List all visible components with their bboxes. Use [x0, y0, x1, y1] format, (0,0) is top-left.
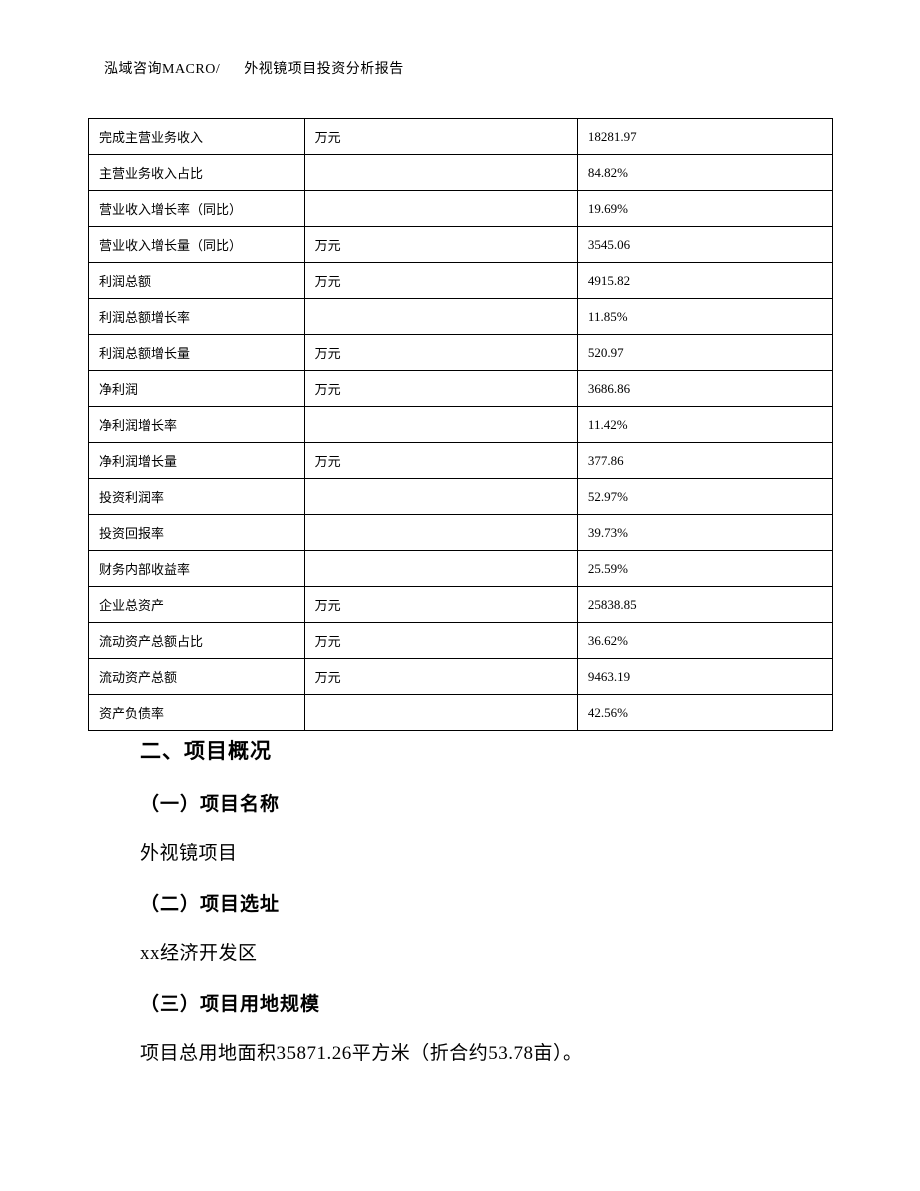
- header-macro: MACRO/: [162, 62, 220, 77]
- metric-unit: [304, 551, 577, 587]
- metric-label: 利润总额: [89, 263, 305, 299]
- metric-unit: 万元: [304, 119, 577, 155]
- metric-label: 财务内部收益率: [89, 551, 305, 587]
- table-row: 营业收入增长量（同比）万元3545.06: [89, 227, 833, 263]
- metric-unit: [304, 515, 577, 551]
- metric-unit: [304, 299, 577, 335]
- metric-unit: [304, 191, 577, 227]
- table-row: 主营业务收入占比 84.82%: [89, 155, 833, 191]
- table-row: 净利润万元3686.86: [89, 371, 833, 407]
- metric-unit: [304, 407, 577, 443]
- metric-label: 主营业务收入占比: [89, 155, 305, 191]
- metric-value: 18281.97: [577, 119, 832, 155]
- project-name-text: 外视镜项目: [140, 838, 780, 865]
- metric-unit: 万元: [304, 371, 577, 407]
- table-row: 营业收入增长率（同比） 19.69%: [89, 191, 833, 227]
- metric-unit: 万元: [304, 659, 577, 695]
- metric-label: 净利润: [89, 371, 305, 407]
- table-row: 企业总资产万元25838.85: [89, 587, 833, 623]
- project-land-text: 项目总用地面积35871.26平方米（折合约53.78亩）。: [140, 1038, 780, 1065]
- table-row: 流动资产总额占比万元36.62%: [89, 623, 833, 659]
- metric-value: 84.82%: [577, 155, 832, 191]
- table-row: 财务内部收益率 25.59%: [89, 551, 833, 587]
- metric-value: 42.56%: [577, 695, 832, 731]
- subsection-heading-land: （三）项目用地规模: [140, 989, 780, 1016]
- table-row: 投资回报率 39.73%: [89, 515, 833, 551]
- metric-value: 39.73%: [577, 515, 832, 551]
- metric-unit: [304, 479, 577, 515]
- metric-unit: 万元: [304, 587, 577, 623]
- metric-unit: [304, 155, 577, 191]
- metric-label: 流动资产总额占比: [89, 623, 305, 659]
- metric-value: 3686.86: [577, 371, 832, 407]
- metric-unit: 万元: [304, 623, 577, 659]
- section-heading-overview: 二、项目概况: [140, 735, 780, 765]
- metric-label: 利润总额增长率: [89, 299, 305, 335]
- content-section: 二、项目概况 （一）项目名称 外视镜项目 （二）项目选址 xx经济开发区 （三）…: [140, 735, 780, 1089]
- table-row: 利润总额增长量万元520.97: [89, 335, 833, 371]
- metric-label: 企业总资产: [89, 587, 305, 623]
- header-title: 外视镜项目投资分析报告: [244, 62, 404, 77]
- metric-value: 377.86: [577, 443, 832, 479]
- metric-value: 9463.19: [577, 659, 832, 695]
- table-row: 投资利润率 52.97%: [89, 479, 833, 515]
- table-row: 完成主营业务收入万元18281.97: [89, 119, 833, 155]
- metric-label: 资产负债率: [89, 695, 305, 731]
- financial-table: 完成主营业务收入万元18281.97主营业务收入占比84.82%营业收入增长率（…: [88, 118, 833, 731]
- metric-value: 19.69%: [577, 191, 832, 227]
- metric-value: 11.42%: [577, 407, 832, 443]
- table-row: 净利润增长量万元377.86: [89, 443, 833, 479]
- table-row: 资产负债率 42.56%: [89, 695, 833, 731]
- project-location-text: xx经济开发区: [140, 938, 780, 965]
- metric-unit: [304, 695, 577, 731]
- metric-value: 4915.82: [577, 263, 832, 299]
- metric-unit: 万元: [304, 335, 577, 371]
- metric-value: 25.59%: [577, 551, 832, 587]
- table-row: 利润总额增长率 11.85%: [89, 299, 833, 335]
- metric-label: 营业收入增长率（同比）: [89, 191, 305, 227]
- subsection-heading-name: （一）项目名称: [140, 789, 780, 816]
- page-header: 泓域咨询MACRO/外视镜项目投资分析报告: [104, 58, 404, 78]
- metric-label: 投资回报率: [89, 515, 305, 551]
- metric-label: 投资利润率: [89, 479, 305, 515]
- metric-unit: 万元: [304, 443, 577, 479]
- metric-value: 3545.06: [577, 227, 832, 263]
- table-row: 流动资产总额万元9463.19: [89, 659, 833, 695]
- metric-label: 净利润增长率: [89, 407, 305, 443]
- metric-unit: 万元: [304, 263, 577, 299]
- metric-label: 营业收入增长量（同比）: [89, 227, 305, 263]
- header-company: 泓域咨询: [104, 62, 162, 77]
- metric-value: 25838.85: [577, 587, 832, 623]
- table-row: 净利润增长率 11.42%: [89, 407, 833, 443]
- metric-unit: 万元: [304, 227, 577, 263]
- metric-value: 520.97: [577, 335, 832, 371]
- subsection-heading-location: （二）项目选址: [140, 889, 780, 916]
- metric-label: 完成主营业务收入: [89, 119, 305, 155]
- table-row: 利润总额万元4915.82: [89, 263, 833, 299]
- metric-value: 52.97%: [577, 479, 832, 515]
- metric-label: 流动资产总额: [89, 659, 305, 695]
- metric-label: 净利润增长量: [89, 443, 305, 479]
- metric-value: 36.62%: [577, 623, 832, 659]
- metric-label: 利润总额增长量: [89, 335, 305, 371]
- metric-value: 11.85%: [577, 299, 832, 335]
